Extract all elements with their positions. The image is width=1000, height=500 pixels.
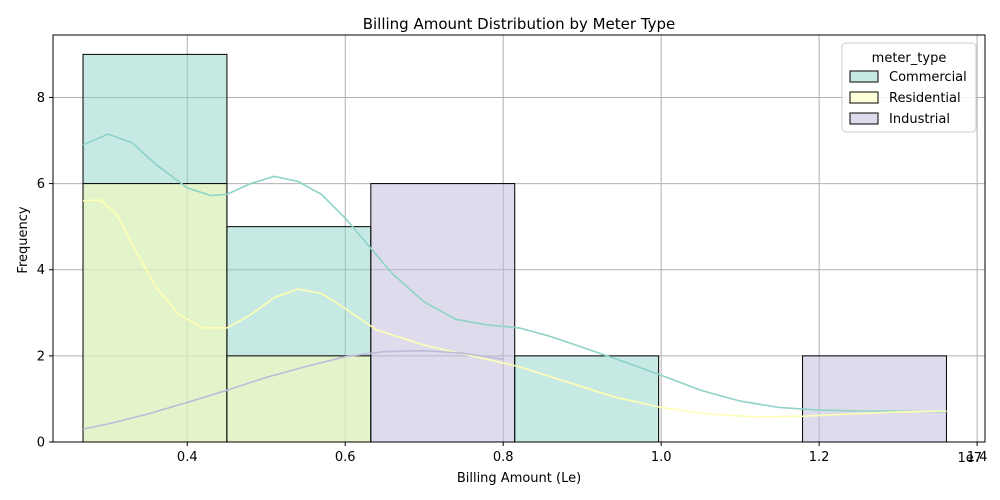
legend-box [841,42,977,133]
x-axis-label: Billing Amount (Le) [457,471,581,486]
kde-line-industrial [82,349,504,430]
legend-swatch-industrial [849,112,879,125]
x-axis-ticks: 0.4 0.6 0.8 1.0 1.2 1.4 [177,442,988,465]
x-tick-label-5: 1.4 [967,450,988,465]
y-axis-ticks: 0 2 4 6 8 [37,91,53,451]
y-tick-label-3: 6 [37,177,45,192]
kde-curves [82,133,947,430]
histogram-bars [82,53,947,443]
bar-commercial-bin-3 [514,355,660,443]
bar-residential-bin-0 [82,183,228,443]
legend-title: meter_type [872,51,947,66]
legend-label-residential: Residential [889,91,961,106]
x-tick-label-3: 1.0 [651,450,672,465]
x-tick-label-2: 0.8 [493,450,514,465]
legend-label-industrial: Industrial [889,112,950,127]
y-tick-label-0: 0 [37,436,45,451]
x-tick-label-1: 0.6 [335,450,356,465]
legend-swatch-residential [849,91,879,104]
chart-title: Billing Amount Distribution by Meter Typ… [363,15,676,33]
y-axis-label: Frequency [16,206,31,273]
kde-line-residential [82,199,947,418]
plot-frame [52,34,986,443]
kde-line-commercial [82,133,947,413]
legend-label-commercial: Commercial [889,70,967,85]
y-tick-label-1: 2 [37,349,45,364]
bar-industrial-bin-5 [802,355,947,443]
x-tick-label-0: 0.4 [177,450,198,465]
legend-swatch-commercial [849,70,879,83]
bar-residential-bin-1 [226,355,372,443]
y-tick-label-2: 4 [37,263,45,278]
y-tick-label-4: 8 [37,91,45,106]
x-axis-offset-label: 1e7 [957,451,982,466]
legend: meter_type Commercial Residential Indust… [841,42,977,133]
x-tick-label-4: 1.2 [809,450,830,465]
